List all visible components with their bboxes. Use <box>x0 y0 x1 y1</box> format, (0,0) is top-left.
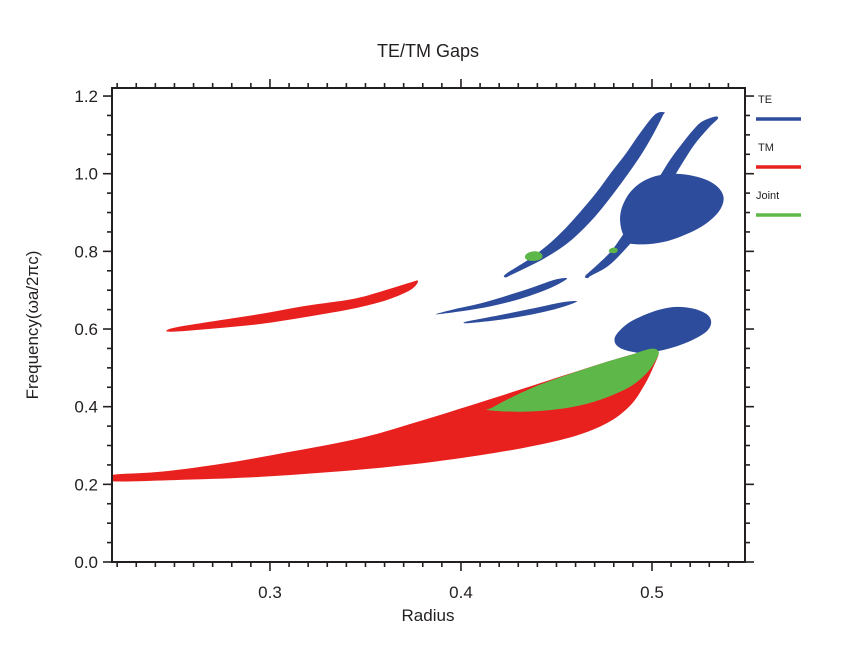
y-tick-label: 1.2 <box>74 87 98 106</box>
legend-label-joint: Joint <box>756 190 779 202</box>
te-sliver-upper-gap-region <box>435 277 568 315</box>
te-leaf-gap-region <box>620 173 724 245</box>
x-axis-label: Radius <box>402 606 455 625</box>
tm-lens-gap-region <box>166 280 419 332</box>
joint-dot1-gap-region <box>524 251 543 261</box>
x-tick-label: 0.5 <box>640 583 664 602</box>
y-tick-label: 0.0 <box>74 553 98 572</box>
joint-dot2-gap-region <box>608 247 618 254</box>
te-sliver-lower-gap-region <box>463 301 577 324</box>
legend-label-te: TE <box>758 94 772 106</box>
y-tick-label: 0.6 <box>74 320 98 339</box>
x-tick-label: 0.4 <box>449 583 473 602</box>
x-tick-label: 0.3 <box>258 583 282 602</box>
tm-main-gap-region <box>112 349 659 482</box>
joint-main-gap-region <box>486 348 659 412</box>
y-tick-label: 1.0 <box>74 165 98 184</box>
y-axis-label: Frequency(ωa/2πc) <box>23 251 42 400</box>
chart-title: TE/TM Gaps <box>377 41 479 61</box>
legend: TE TM Joint <box>756 94 801 217</box>
gap-regions <box>112 112 724 482</box>
te-band1-gap-region <box>503 112 665 278</box>
y-tick-label: 0.2 <box>74 475 98 494</box>
y-tick-label: 0.4 <box>74 398 98 417</box>
te-low-blob-gap-region <box>614 306 712 354</box>
y-tick-label: 0.8 <box>74 242 98 261</box>
plot-border <box>111 87 746 563</box>
legend-label-tm: TM <box>758 142 774 154</box>
